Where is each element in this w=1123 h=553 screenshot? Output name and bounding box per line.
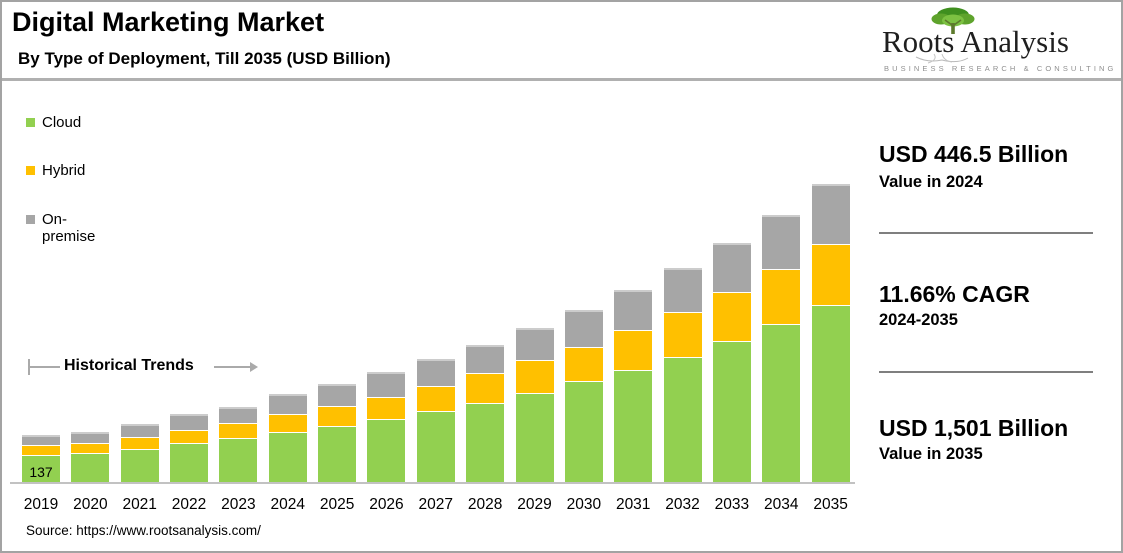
bar-segment-hybrid-2024: [268, 415, 307, 434]
bar-segment-cloud-2032: [663, 357, 702, 483]
bar-segment-hybrid-2033: [712, 292, 751, 343]
bar-segment-on-premise-2028: [466, 344, 505, 375]
axis-label-2032: 2032: [665, 496, 700, 513]
axis-label-2028: 2028: [467, 496, 503, 513]
page-title: Digital Marketing Market: [12, 7, 325, 37]
bar-segment-hybrid-2019: [22, 446, 60, 456]
bar-segment-cloud-2022: [170, 444, 209, 483]
x-axis-line: [10, 482, 855, 484]
stat-value-cagr: 11.66% CAGR: [879, 281, 1030, 307]
historical-trends-label: Historical Trends: [64, 357, 194, 374]
on-premise-legend-swatch-icon: [26, 215, 35, 224]
axis-label-2026: 2026: [369, 496, 404, 513]
bar-segment-hybrid-2029: [515, 361, 554, 394]
page-subtitle: By Type of Deployment, Till 2035 (USD Bi…: [18, 49, 391, 68]
bar-segment-on-premise-2023: [219, 406, 258, 424]
bar-segment-cloud-2024: [268, 433, 307, 483]
bar-segment-hybrid-2025: [318, 407, 357, 428]
axis-label-2023: 2023: [221, 496, 256, 513]
bar-segment-hybrid-2022: [170, 430, 209, 445]
logo-name: Roots Analysis: [882, 24, 1069, 59]
legend-label: On-premise: [42, 211, 96, 245]
axis-label-2021: 2021: [122, 496, 157, 513]
stat-divider: [879, 232, 1093, 234]
bar-segment-cloud-2030: [564, 382, 603, 483]
hybrid-legend-swatch-icon: [26, 166, 35, 175]
bar-segment-cloud-2019: [22, 455, 60, 483]
stat-value-2024: USD 446.5 Billion: [879, 141, 1069, 167]
bar-segment-on-premise-2033: [712, 242, 751, 293]
roots-icon: [915, 53, 969, 64]
bar-value-label-2019: 137: [29, 464, 53, 480]
stat-divider: [879, 371, 1093, 373]
bar-segment-cloud-2020: [71, 454, 110, 483]
historical-trends-line-left: [29, 366, 60, 368]
bar-segment-cloud-2025: [318, 427, 357, 483]
roots-analysis-logo: Roots Analysis BUSINESS RESEARCH & CONSU…: [874, 6, 1113, 76]
bar-segment-hybrid-2032: [663, 313, 702, 358]
bar-segment-hybrid-2023: [219, 423, 258, 440]
axis-label-2020: 2020: [73, 496, 108, 513]
axis-label-2024: 2024: [270, 496, 305, 513]
bar-segment-cloud-2027: [416, 412, 455, 483]
stat-caption-cagr: 2024-2035: [879, 311, 958, 329]
bar-segment-hybrid-2027: [416, 387, 455, 413]
axis-label-2025: 2025: [319, 496, 355, 513]
logo-tagline: BUSINESS RESEARCH & CONSULTING: [884, 64, 1117, 73]
bar-segment-on-premise-2029: [515, 328, 554, 362]
historical-trends-line-right: [214, 366, 250, 368]
source-text: Source: https://www.rootsanalysis.com/: [26, 523, 261, 538]
axis-label-2027: 2027: [418, 496, 454, 513]
bar-segment-on-premise-2021: [120, 424, 159, 439]
bar-segment-cloud-2031: [614, 370, 653, 483]
bar-segment-hybrid-2021: [120, 438, 159, 451]
bar-segment-cloud-2028: [466, 403, 505, 483]
stat-value-2035: USD 1,501 Billion: [879, 415, 1069, 441]
bar-segment-hybrid-2026: [367, 398, 406, 420]
bar-segment-on-premise-2022: [170, 414, 209, 431]
axis-label-2019: 2019: [23, 496, 59, 513]
bar-segment-hybrid-2031: [614, 331, 653, 371]
bar-segment-on-premise-2031: [614, 290, 653, 332]
stat-caption-2024: Value in 2024: [879, 173, 983, 191]
bar-segment-on-premise-2025: [318, 383, 357, 408]
bar-segment-on-premise-2019: [22, 435, 60, 447]
stat-caption-2035: Value in 2035: [879, 445, 983, 463]
axis-label-2029: 2029: [517, 496, 552, 513]
legend-label: Hybrid: [42, 162, 86, 179]
bar-segment-cloud-2023: [219, 439, 258, 483]
bar-segment-hybrid-2035: [811, 245, 850, 307]
axis-label-2022: 2022: [171, 496, 207, 513]
bar-segment-on-premise-2030: [564, 310, 603, 348]
bar-segment-cloud-2035: [811, 306, 850, 483]
axis-label-2030: 2030: [566, 496, 602, 513]
bar-segment-hybrid-2028: [466, 374, 505, 404]
axis-label-2034: 2034: [764, 496, 799, 513]
axis-label-2033: 2033: [714, 496, 750, 513]
bar-segment-on-premise-2024: [268, 393, 307, 416]
bar-segment-cloud-2021: [120, 450, 159, 483]
bar-segment-hybrid-2020: [71, 444, 110, 455]
bar-segment-hybrid-2034: [762, 269, 801, 326]
bar-segment-on-premise-2020: [71, 431, 110, 445]
header-divider: [2, 78, 1121, 81]
bar-segment-on-premise-2027: [416, 358, 455, 388]
bar-segment-cloud-2033: [712, 342, 751, 483]
tree-icon: [931, 7, 975, 34]
bar-segment-on-premise-2035: [811, 183, 850, 245]
legend-label: Cloud: [42, 114, 82, 131]
bar-segment-hybrid-2030: [564, 347, 603, 383]
bar-segment-cloud-2029: [515, 393, 554, 483]
bar-segment-on-premise-2032: [663, 267, 702, 314]
cloud-legend-swatch-icon: [26, 118, 35, 127]
right-arrow-icon: [250, 362, 258, 372]
axis-label-2035: 2035: [813, 496, 848, 513]
axis-label-2031: 2031: [615, 496, 651, 513]
bar-segment-on-premise-2034: [762, 214, 801, 270]
bar-segment-on-premise-2026: [367, 372, 406, 399]
bar-segment-cloud-2034: [762, 325, 801, 483]
bar-segment-cloud-2026: [367, 419, 406, 483]
